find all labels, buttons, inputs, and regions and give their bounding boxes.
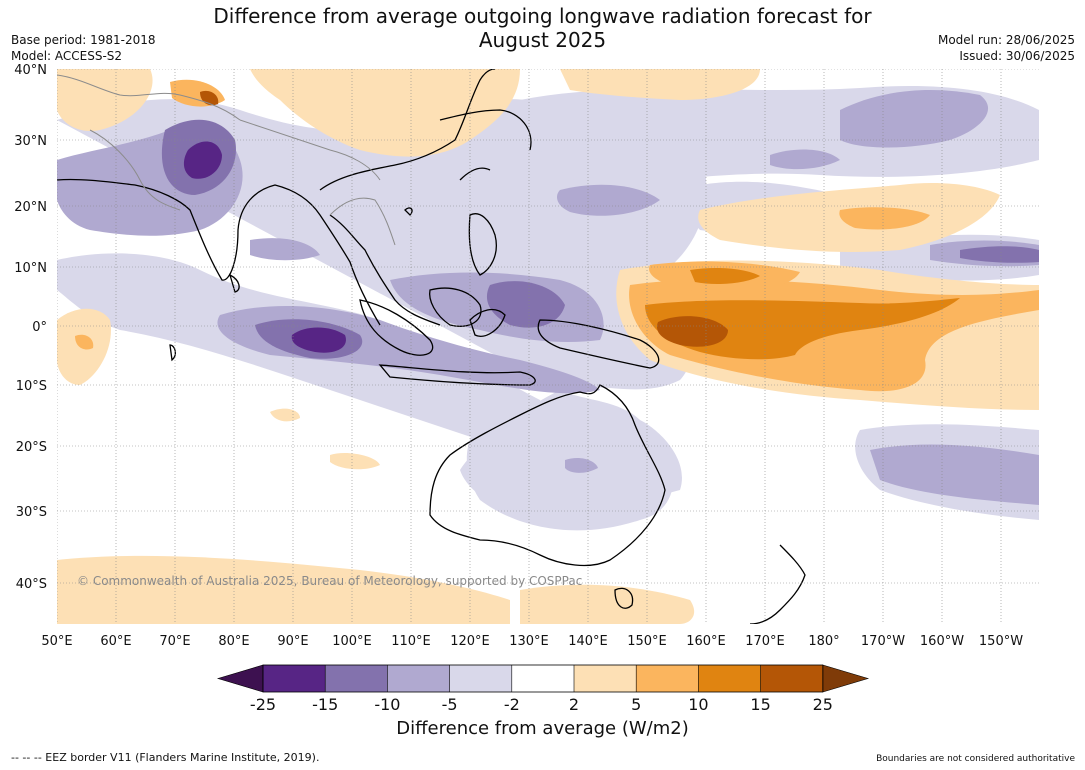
- lat-label: 10°S: [16, 379, 47, 394]
- lat-label: 20°S: [16, 440, 47, 455]
- country-borders: [57, 74, 396, 246]
- lon-label: 60°E: [100, 634, 131, 649]
- latitude-labels: 40°N 30°N 20°N 10°N 0° 10°S 20°S 30°S 40°S: [14, 63, 47, 592]
- longitude-labels: 50°E 60°E 70°E 80°E 90°E 100°E 110°E 120°E 130°E…: [41, 634, 1023, 649]
- colorbar-segment: [574, 665, 637, 692]
- colorbar-segment: [263, 665, 326, 692]
- lon-label: 130°E: [509, 634, 549, 649]
- graticule: [57, 69, 1039, 624]
- lat-label: 30°S: [16, 505, 47, 520]
- colorbar-tick-label: 2: [569, 695, 579, 714]
- lon-label: 150°E: [627, 634, 667, 649]
- coastlines: [57, 69, 806, 624]
- lon-label: 160°W: [920, 634, 964, 649]
- map-area: © Commonwealth of Australia 2025, Bureau…: [57, 69, 1039, 624]
- colorbar-tick-label: -10: [374, 695, 400, 714]
- lat-label: 40°N: [14, 63, 47, 78]
- meta-left: Base period: 1981-2018 Model: ACCESS-S2: [11, 32, 156, 64]
- colorbar-tick-label: -25: [250, 695, 276, 714]
- lat-label: 40°S: [16, 577, 47, 592]
- colorbar-extend-low: [216, 664, 264, 693]
- colorbar-tick-label: 25: [813, 695, 833, 714]
- map-title: Difference from average outgoing longwav…: [0, 4, 1085, 52]
- lat-label: 0°: [32, 320, 47, 335]
- colorbar-tick-label: -15: [312, 695, 338, 714]
- colorbar-segment: [511, 665, 574, 692]
- model-name: Model: ACCESS-S2: [11, 49, 123, 63]
- model-run: Model run: 28/06/2025: [937, 33, 1075, 47]
- lat-label: 30°N: [14, 134, 47, 149]
- colorbar-extend-high: [822, 664, 870, 693]
- lat-label: 20°N: [14, 200, 47, 215]
- base-period: Base period: 1981-2018: [11, 33, 156, 47]
- lon-label: 50°E: [41, 634, 72, 649]
- meta-right: Model run: 28/06/2025 Issued: 30/06/2025: [938, 32, 1075, 64]
- colorbar-segment: [636, 665, 699, 692]
- colorbar-title: Difference from average (W/m2): [396, 718, 689, 739]
- issued-date: Issued: 30/06/2025: [959, 49, 1075, 63]
- colorbar-segment: [387, 665, 450, 692]
- anomaly-strong-positive: [645, 268, 960, 360]
- colorbar-tick-label: 15: [750, 695, 770, 714]
- copyright-notice: © Commonwealth of Australia 2025, Bureau…: [77, 574, 582, 588]
- colorbar-tick-label: -5: [442, 695, 458, 714]
- lat-label: 10°N: [14, 261, 47, 276]
- lon-label: 100°E: [332, 634, 372, 649]
- anomaly-extreme-negative: [183, 141, 346, 353]
- lon-label: 90°E: [277, 634, 308, 649]
- title-line-2: August 2025: [478, 28, 607, 52]
- colorbar-segment: [760, 665, 823, 692]
- lon-label: 110°E: [391, 634, 431, 649]
- colorbar-segment: [698, 665, 761, 692]
- lon-label: 80°E: [218, 634, 249, 649]
- colorbar-tick-label: -2: [504, 695, 520, 714]
- colorbar-segment: [325, 665, 388, 692]
- lon-label: 70°E: [159, 634, 190, 649]
- title-line-1: Difference from average outgoing longwav…: [213, 4, 872, 28]
- boundaries-note: Boundaries are not considered authoritat…: [876, 754, 1075, 764]
- colorbar-tick-label: 10: [688, 695, 708, 714]
- lon-label: 170°E: [745, 634, 785, 649]
- lon-label: 150°W: [979, 634, 1023, 649]
- colorbar-tick-label: 5: [631, 695, 641, 714]
- lon-label: 170°W: [861, 634, 905, 649]
- colorbar-segment: [449, 665, 512, 692]
- lon-label: 140°E: [568, 634, 608, 649]
- lon-label: 160°E: [686, 634, 726, 649]
- lon-label: 120°E: [450, 634, 490, 649]
- colorbar: -25 -15 -10 -5 -2 2 5 10 15 25: [216, 664, 870, 714]
- lon-label: 180°: [808, 634, 839, 649]
- eez-note: -- -- -- EEZ border V11 (Flanders Marine…: [11, 751, 320, 764]
